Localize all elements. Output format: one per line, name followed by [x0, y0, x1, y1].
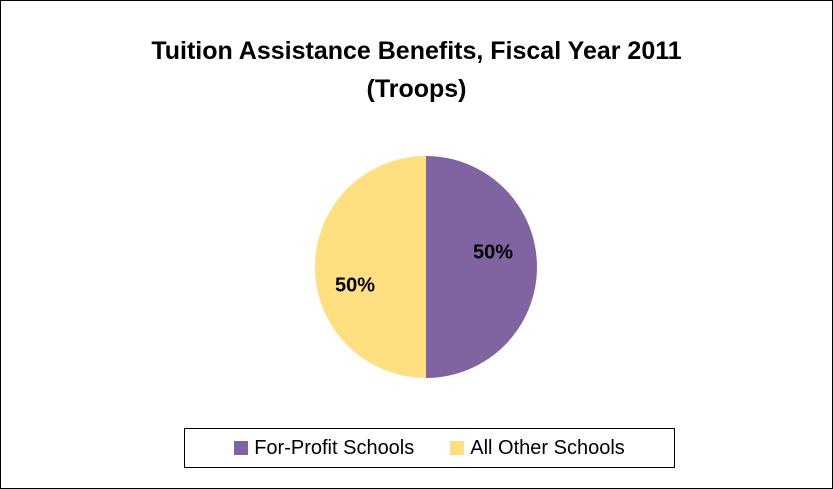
pie-slice-all-other	[315, 156, 426, 378]
pie-slice-for-profit	[426, 156, 537, 378]
legend-swatch-for-profit	[234, 441, 249, 455]
legend-label-all-other: All Other Schools	[470, 436, 625, 459]
data-label-for-profit: 50%	[473, 241, 513, 263]
chart-title-line-2: (Troops)	[366, 75, 467, 103]
chart-title-line-1: Tuition Assistance Benefits, Fiscal Year…	[151, 37, 682, 65]
chart-title: Tuition Assistance Benefits, Fiscal Year…	[0, 32, 833, 108]
legend-item-all-other: All Other Schools	[450, 437, 625, 460]
legend-swatch-all-other	[450, 441, 465, 455]
data-label-all-other: 50%	[335, 274, 375, 296]
legend-item-for-profit: For-Profit Schools	[234, 437, 414, 460]
legend-label-for-profit: For-Profit Schools	[254, 436, 415, 459]
chart-legend: For-Profit Schools All Other Schools	[184, 428, 675, 468]
